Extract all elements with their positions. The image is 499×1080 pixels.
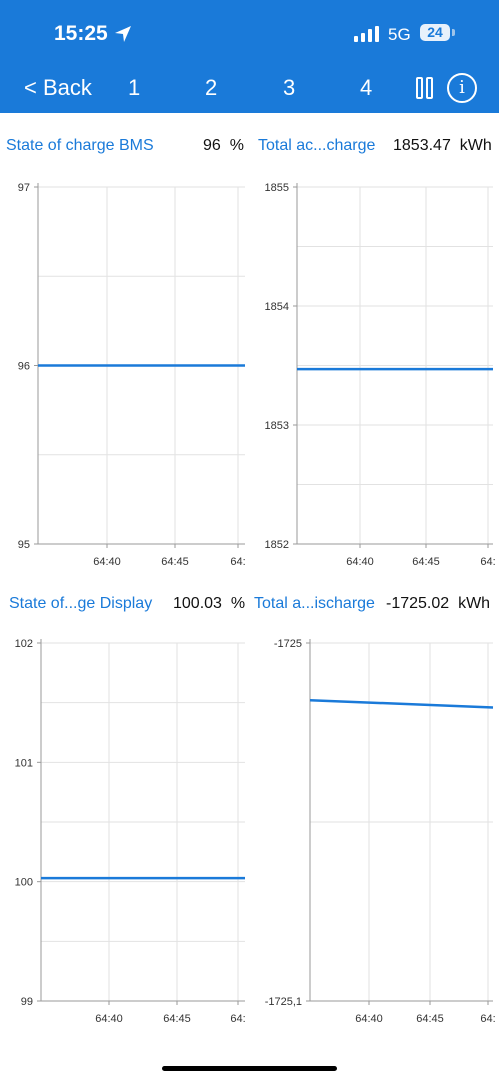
- x-tick-label: 64:40: [355, 1013, 383, 1025]
- series-line: [309, 699, 494, 709]
- tab-3[interactable]: 3: [283, 75, 296, 100]
- x-tick-label: 64:: [230, 1013, 245, 1025]
- y-tick-label: 1855: [265, 182, 289, 194]
- x-tick-label: 64:: [230, 556, 245, 568]
- info-icon[interactable]: i: [447, 73, 477, 103]
- battery-icon: 24: [420, 24, 450, 41]
- y-tick-label: 97: [18, 182, 30, 194]
- y-tick-label: -1725,1: [265, 996, 302, 1008]
- x-tick-label: 64:45: [416, 1013, 444, 1025]
- y-tick-label: 1853: [265, 420, 289, 432]
- y-tick-label: 1854: [265, 301, 289, 313]
- y-tick-label: 99: [21, 996, 33, 1008]
- y-tick-label: 95: [18, 539, 30, 551]
- panel-title-soc-display[interactable]: State of...ge Display: [9, 595, 153, 612]
- back-button[interactable]: < Back: [24, 75, 92, 100]
- y-tick-label: 96: [18, 361, 30, 373]
- cellular-signal-icon: [354, 26, 379, 42]
- panel-value-soc-bms: 96 %: [203, 137, 244, 154]
- location-arrow-icon: [115, 26, 131, 42]
- battery-tip: [452, 29, 455, 36]
- x-tick-label: 64:: [480, 1013, 495, 1025]
- x-tick-label: 64:45: [163, 1013, 191, 1025]
- status-time: 15:25: [54, 22, 108, 45]
- x-tick-label: 64:45: [412, 556, 440, 568]
- tab-1[interactable]: 1: [128, 75, 141, 100]
- home-indicator[interactable]: [162, 1066, 337, 1071]
- y-tick-label: 101: [15, 757, 33, 769]
- network-type: 5G: [388, 25, 411, 44]
- x-tick-label: 64:40: [93, 556, 121, 568]
- panel-value-total-discharge: -1725.02 kWh: [386, 595, 491, 612]
- x-tick-label: 64:45: [161, 556, 189, 568]
- panel-title-total-discharge[interactable]: Total a...ischarge: [254, 595, 375, 612]
- y-tick-label: 102: [15, 638, 33, 650]
- app-header: 15:25 5G 24 < Back 1 2 3 4 i: [0, 0, 499, 113]
- y-tick-label: 100: [15, 877, 33, 889]
- tab-2[interactable]: 2: [205, 75, 218, 100]
- y-tick-label: -1725: [274, 638, 302, 650]
- y-tick-label: 1852: [265, 539, 289, 551]
- x-tick-label: 64:40: [346, 556, 374, 568]
- panel-value-total-charge: 1853.47 kWh: [393, 137, 492, 154]
- pause-icon[interactable]: [416, 77, 434, 99]
- x-tick-label: 64:40: [95, 1013, 123, 1025]
- tab-4[interactable]: 4: [360, 75, 373, 100]
- panel-value-soc-display: 100.03 %: [173, 595, 246, 612]
- panel-title-total-charge[interactable]: Total ac...charge: [258, 137, 376, 154]
- panel-title-soc-bms[interactable]: State of charge BMS: [6, 137, 154, 154]
- x-tick-label: 64:: [480, 556, 495, 568]
